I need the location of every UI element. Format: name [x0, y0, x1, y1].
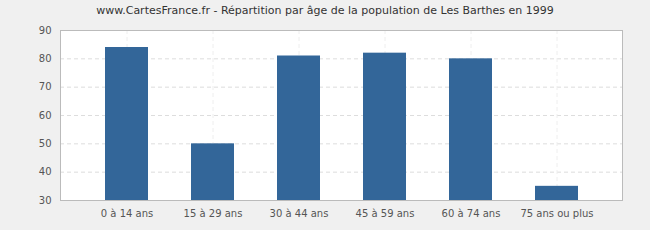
- svg-text:60 à 74 ans: 60 à 74 ans: [442, 208, 501, 219]
- svg-text:70: 70: [39, 81, 52, 92]
- svg-text:45 à 59 ans: 45 à 59 ans: [356, 208, 415, 219]
- svg-text:90: 90: [39, 25, 52, 36]
- svg-text:30: 30: [39, 195, 52, 206]
- svg-text:40: 40: [39, 166, 52, 177]
- svg-text:30 à 44 ans: 30 à 44 ans: [270, 208, 329, 219]
- svg-text:0 à 14 ans: 0 à 14 ans: [101, 208, 153, 219]
- svg-text:50: 50: [39, 138, 52, 149]
- html-text:www.CartesFrance.fr - Répartit: www.CartesFrance.fr - Répartition par âg…: [96, 4, 554, 17]
- svg-text:15 à 29 ans: 15 à 29 ans: [184, 208, 243, 219]
- svg-text:75 ans ou plus: 75 ans ou plus: [520, 208, 593, 219]
- svg-text:80: 80: [39, 53, 52, 64]
- svg-text:60: 60: [39, 110, 52, 121]
